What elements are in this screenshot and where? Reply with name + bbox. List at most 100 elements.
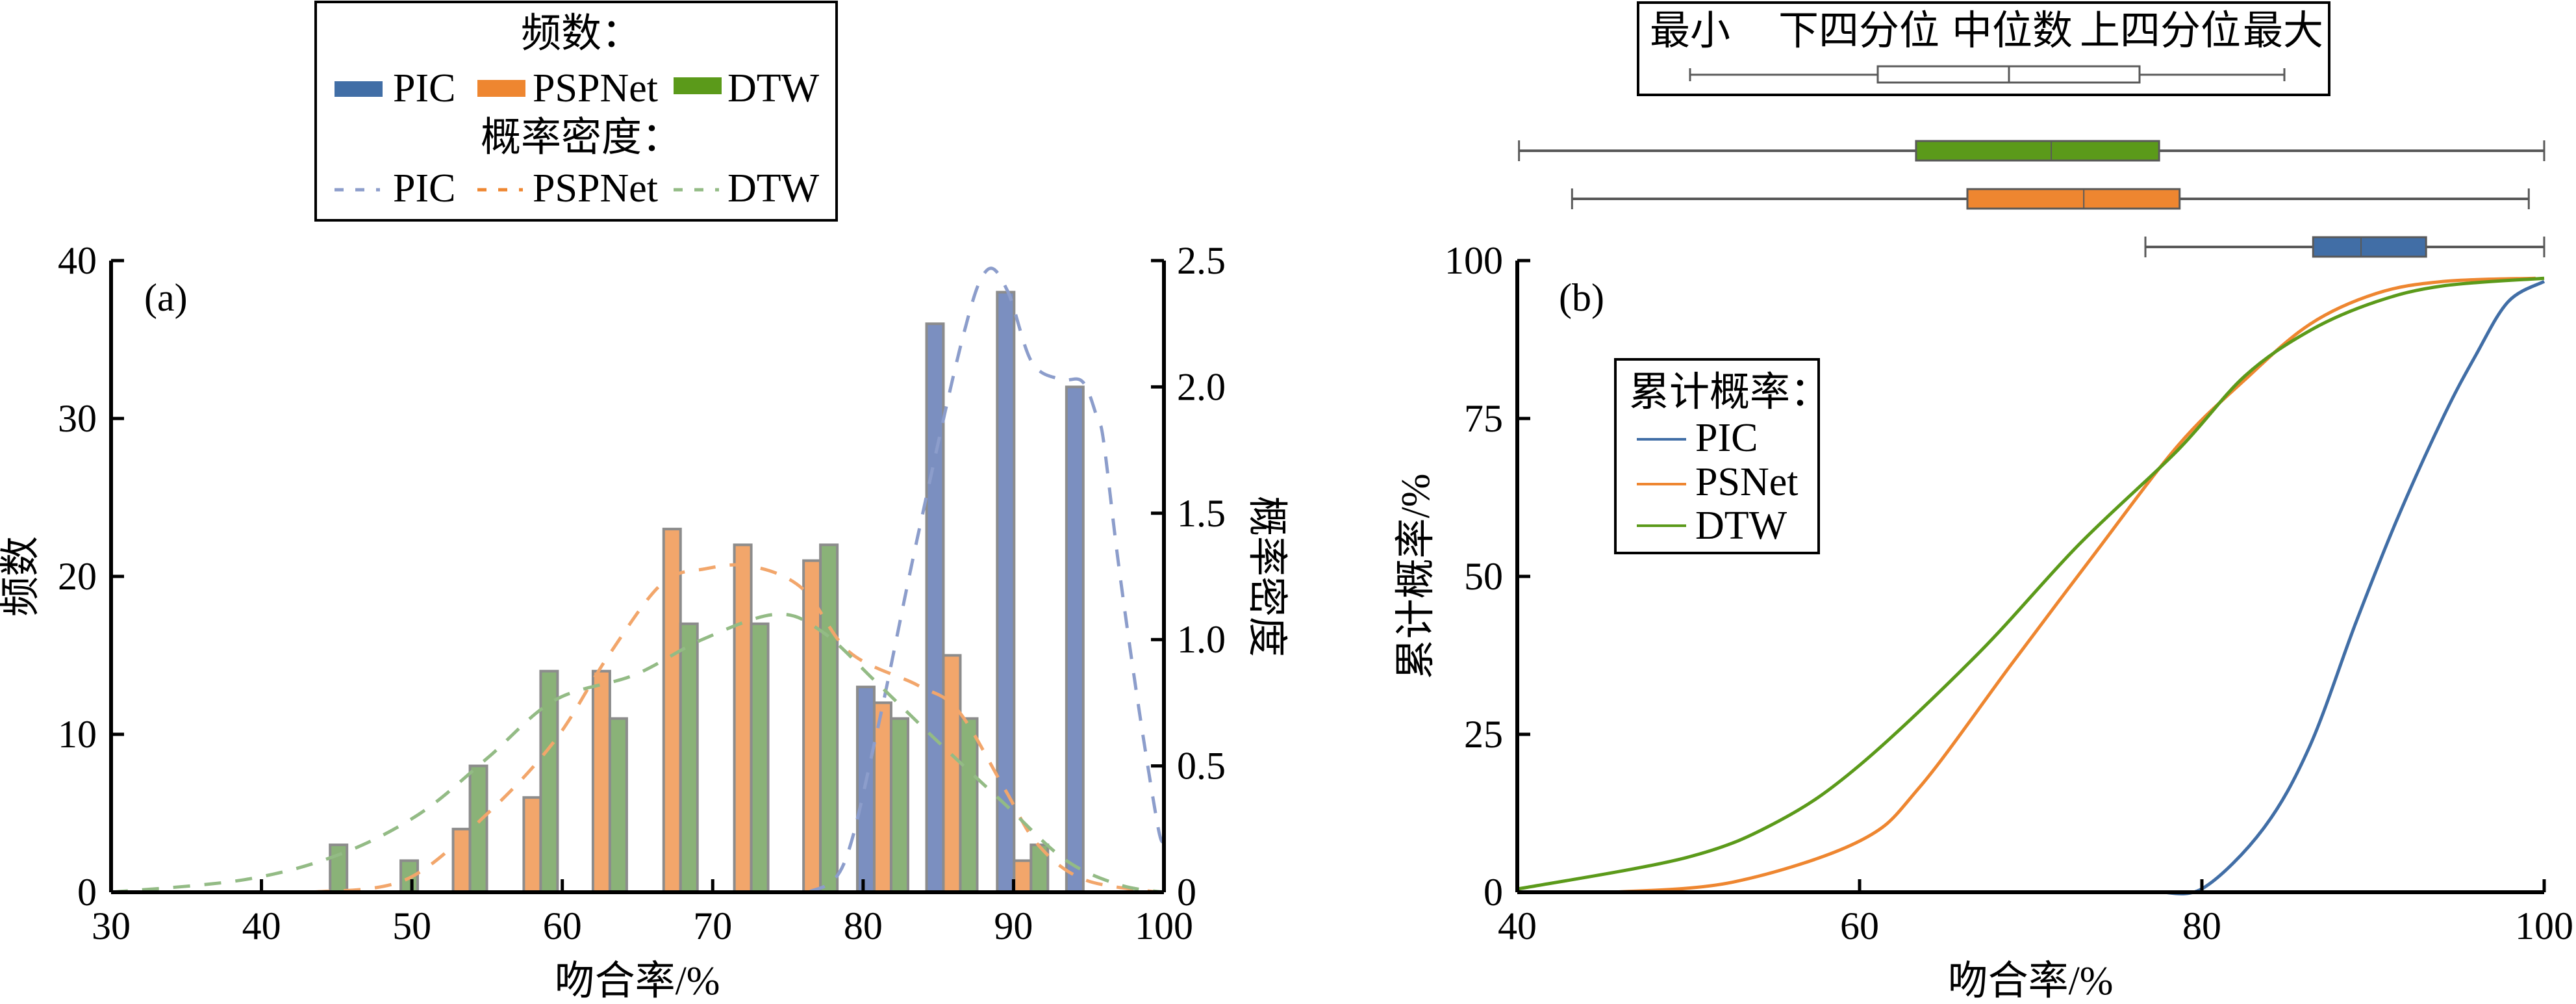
b-panel-label: (b) — [1559, 276, 1604, 319]
a-y2-tick-label: 2.0 — [1177, 365, 1226, 408]
a-y2-tick-label: 1.5 — [1177, 492, 1226, 535]
b-y-tick-label: 75 — [1464, 397, 1503, 440]
bar-pspnet — [733, 543, 753, 894]
b-y-tick-label: 100 — [1445, 239, 1503, 282]
a-y2-tick-label: 2.5 — [1177, 239, 1226, 282]
a-x-tick-label: 70 — [693, 905, 732, 947]
b-y-tick-label: 50 — [1464, 555, 1503, 598]
a-legend-swatch-dtw — [674, 77, 722, 94]
a-legend-density-label-dtw: DTW — [727, 166, 820, 211]
b-y-tick-label: 0 — [1484, 871, 1503, 914]
bar-dtw — [819, 543, 839, 894]
bar-pspnet — [591, 669, 611, 894]
bar-pic — [855, 686, 876, 894]
b-cdf-lines — [1517, 276, 2545, 895]
a-x-tick-label: 60 — [543, 905, 582, 947]
b-box-legend-max: 最大 — [2243, 9, 2323, 53]
b-x-tick-label: 100 — [2515, 905, 2573, 947]
b-axes: 0 25 50 75 100 40 60 80 100 — [1445, 239, 2573, 947]
a-y2-tick-label: 0.5 — [1177, 745, 1226, 788]
bar-dtw — [959, 717, 979, 894]
bar-dtw — [468, 764, 488, 894]
bar-dtw — [889, 717, 909, 894]
a-legend-density-title: 概率密度： — [481, 116, 682, 160]
a-bars — [329, 290, 1085, 894]
a-y-tick-label: 40 — [58, 239, 97, 282]
a-legend: 频数： PIC PSPNet DTW 概率密度： PIC PSPNet DTW — [314, 1, 838, 222]
a-y-tick-label: 10 — [58, 713, 97, 756]
cdf-line-psnet — [1613, 276, 2536, 894]
bar-pspnet — [872, 701, 892, 894]
b-box-legend-min: 最小 — [1650, 9, 1730, 53]
b-legend: 累计概率： PIC PSNet DTW — [1614, 358, 1830, 554]
b-x-tick-label: 60 — [1840, 905, 1879, 947]
bar-pic — [925, 322, 945, 894]
bar-dtw — [679, 622, 699, 894]
b-box-legend-q1: 下四分位 — [1778, 9, 1939, 53]
a-y-axis-label: 频数 — [0, 536, 43, 617]
a-legend-label-pic: PIC — [393, 66, 455, 110]
a-x-tick-label: 40 — [242, 905, 281, 947]
bar-pspnet — [1013, 859, 1033, 894]
bar-pspnet — [522, 796, 542, 894]
a-axes: 0 10 20 30 40 0 0.5 1.0 1.5 2.0 2.5 30 40 50 60 70 80 90 1… — [58, 239, 1226, 947]
a-y-tick-label: 30 — [58, 397, 97, 440]
a-density-curves — [110, 266, 1166, 894]
bar-pic — [1065, 385, 1085, 894]
b-x-axis-label: 吻合率/% — [1948, 959, 2114, 1003]
a-panel-label: (a) — [144, 276, 188, 319]
b-x-tick-label: 80 — [2182, 905, 2221, 947]
a-y2-tick-label: 0 — [1177, 871, 1196, 914]
a-x-tick-label: 90 — [994, 905, 1033, 947]
bar-dtw — [329, 843, 349, 894]
a-y2-axis-label: 概率密度 — [1244, 496, 1289, 657]
b-legend-label-dtw: DTW — [1695, 504, 1787, 548]
a-legend-density-label-pic: PIC — [393, 166, 455, 211]
b-legend-title: 累计概率： — [1629, 370, 1830, 415]
a-legend-swatch-pic — [335, 81, 383, 97]
b-legend-label-pic: PIC — [1695, 416, 1758, 460]
b-box-legend: 最小 下四分位 中位数 上四分位 最大 — [1637, 1, 2330, 96]
b-x-tick-label: 40 — [1498, 905, 1537, 947]
b-box-legend-median: 中位数 — [1952, 9, 2073, 53]
a-legend-density-label-pspnet: PSPNet — [533, 166, 658, 211]
bar-dtw — [750, 622, 770, 894]
a-legend-label-dtw: DTW — [727, 66, 820, 110]
boxplot-dtw — [1518, 140, 2545, 162]
cdf-line-pic — [2160, 279, 2545, 895]
bar-dtw — [539, 669, 559, 894]
b-y-axis-label: 累计概率/% — [1394, 474, 1438, 680]
b-y-tick-label: 25 — [1464, 713, 1503, 756]
boxplot-pic — [2144, 236, 2545, 258]
boxplot-box — [1966, 188, 2181, 210]
boxplot-box — [2312, 236, 2427, 258]
boxplot-pspnet — [1571, 188, 2530, 210]
chart-b: 0 25 50 75 100 40 60 80 100 (b) 吻合率/% 累计概率/% 累计概… — [1394, 1, 2573, 1003]
density-curve-dtw — [110, 612, 1165, 894]
a-y-tick-label: 20 — [58, 555, 97, 598]
boxplot-box — [1915, 140, 2160, 162]
a-legend-frame — [314, 1, 838, 222]
density-curve-pic — [807, 266, 1166, 894]
b-box-legend-q3: 上四分位 — [2080, 9, 2241, 53]
a-x-tick-label: 30 — [92, 905, 131, 947]
bar-pspnet — [942, 654, 962, 894]
a-y-tick-label: 0 — [77, 871, 97, 914]
b-boxplots — [1518, 140, 2545, 258]
a-legend-label-pspnet: PSPNet — [533, 66, 658, 110]
chart-a: 0 10 20 30 40 0 0.5 1.0 1.5 2.0 2.5 30 40 50 60 70 80 90 1… — [0, 1, 1289, 1003]
bar-dtw — [608, 717, 628, 894]
density-curve-pspnet — [312, 563, 1159, 894]
a-x-tick-label: 50 — [392, 905, 431, 947]
a-legend-swatch-pspnet — [477, 80, 525, 97]
a-x-tick-label: 80 — [844, 905, 883, 947]
bar-pspnet — [662, 528, 682, 894]
b-legend-label-psnet: PSNet — [1695, 460, 1798, 504]
a-x-axis-label: 吻合率/% — [555, 959, 720, 1003]
b-legend-frame — [1614, 358, 1820, 554]
a-y2-tick-label: 1.0 — [1177, 618, 1226, 661]
a-x-tick-label: 100 — [1135, 905, 1193, 947]
a-legend-freq-title: 频数： — [521, 12, 642, 56]
cdf-line-dtw — [1517, 276, 2545, 891]
